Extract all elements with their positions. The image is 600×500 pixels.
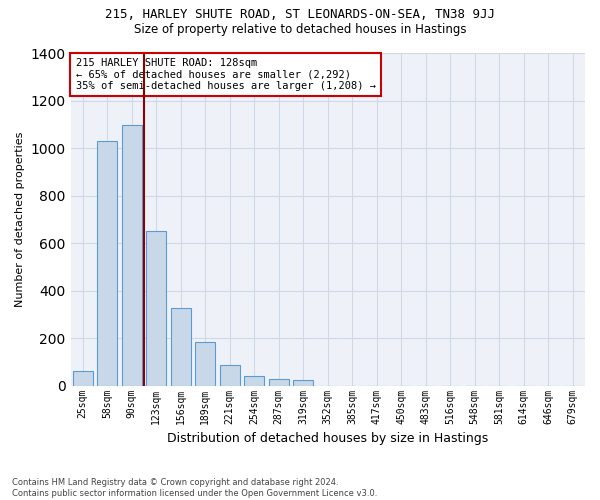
Y-axis label: Number of detached properties: Number of detached properties: [15, 132, 25, 307]
Bar: [244, 376, 264, 386]
Bar: [122, 126, 142, 386]
Bar: [146, 231, 166, 386]
Bar: [73, 372, 92, 386]
Bar: [220, 366, 239, 386]
Text: Contains HM Land Registry data © Crown copyright and database right 2024.
Contai: Contains HM Land Registry data © Crown c…: [12, 478, 377, 498]
Text: Size of property relative to detached houses in Hastings: Size of property relative to detached ho…: [134, 22, 466, 36]
Text: 215, HARLEY SHUTE ROAD, ST LEONARDS-ON-SEA, TN38 9JJ: 215, HARLEY SHUTE ROAD, ST LEONARDS-ON-S…: [105, 8, 495, 20]
Bar: [196, 342, 215, 386]
Bar: [269, 379, 289, 386]
X-axis label: Distribution of detached houses by size in Hastings: Distribution of detached houses by size …: [167, 432, 488, 445]
Bar: [293, 380, 313, 386]
Bar: [171, 308, 191, 386]
Bar: [97, 141, 117, 386]
Text: 215 HARLEY SHUTE ROAD: 128sqm
← 65% of detached houses are smaller (2,292)
35% o: 215 HARLEY SHUTE ROAD: 128sqm ← 65% of d…: [76, 58, 376, 91]
